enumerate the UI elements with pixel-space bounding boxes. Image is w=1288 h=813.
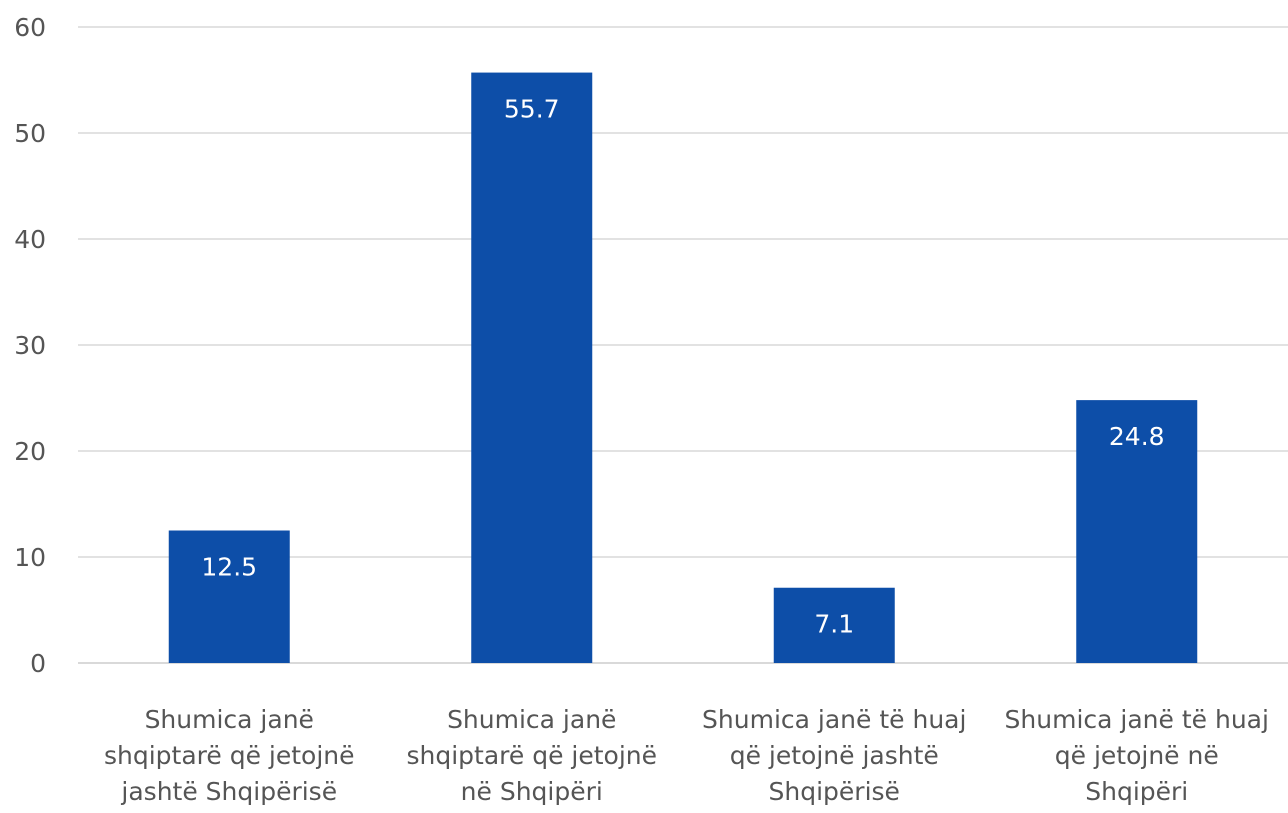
- y-tick-label: 0: [30, 649, 46, 678]
- category-label-line: shqiptarë që jetojnë: [406, 741, 657, 770]
- category-label-line: që jetojnë jashtë: [730, 741, 939, 770]
- bar-data-label: 55.7: [504, 95, 560, 124]
- bar-data-label: 7.1: [814, 610, 854, 639]
- category-label-line: jashtë Shqipërisë: [120, 777, 337, 806]
- category-label-line: Shumica janë të huaj: [1005, 705, 1269, 734]
- y-tick-label: 30: [14, 331, 46, 360]
- data-labels: 12.5 55.7 7.1 24.8: [201, 95, 1164, 639]
- y-tick-label: 50: [14, 119, 46, 148]
- bar: [168, 530, 290, 663]
- category-label-line: në Shqipëri: [461, 777, 603, 806]
- category-label-line: që jetojnë në: [1055, 741, 1219, 770]
- bar: [471, 72, 593, 663]
- bar: [773, 587, 895, 663]
- y-tick-label: 10: [14, 543, 46, 572]
- category-label-line: Shqipërisë: [769, 777, 900, 806]
- bar-data-label: 12.5: [201, 553, 257, 582]
- bar-data-label: 24.8: [1109, 422, 1165, 451]
- y-tick-label: 40: [14, 225, 46, 254]
- y-tick-label: 20: [14, 437, 46, 466]
- bar: [1076, 400, 1198, 663]
- category-label-line: Shumica janë të huaj: [702, 705, 966, 734]
- x-axis-category-labels: Shumica janë shqiptarë që jetojnë jashtë S…: [104, 705, 1269, 806]
- category-label-line: Shqipëri: [1085, 777, 1188, 806]
- y-tick-label: 60: [14, 13, 46, 42]
- category-label-line: shqiptarë që jetojnë: [104, 741, 355, 770]
- bars: [168, 72, 1198, 663]
- category-label-line: Shumica janë: [145, 705, 314, 734]
- category-label-line: Shumica janë: [447, 705, 616, 734]
- y-axis-tick-labels: 0 10 20 30 40 50 60: [14, 13, 46, 678]
